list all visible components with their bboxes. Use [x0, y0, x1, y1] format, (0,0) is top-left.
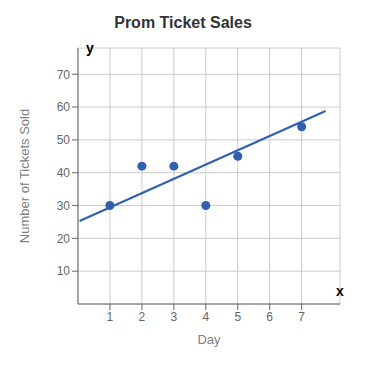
svg-text:4: 4 — [202, 310, 209, 324]
svg-text:70: 70 — [57, 68, 71, 82]
svg-text:x: x — [336, 283, 344, 299]
svg-text:2: 2 — [139, 310, 146, 324]
svg-text:5: 5 — [234, 310, 241, 324]
svg-text:40: 40 — [57, 166, 71, 180]
svg-text:Day: Day — [197, 332, 221, 347]
html-text:Prom Ticket Sales: Prom Ticket Sales — [114, 14, 252, 31]
svg-text:50: 50 — [57, 133, 71, 147]
svg-text:60: 60 — [57, 100, 71, 114]
svg-text:30: 30 — [57, 199, 71, 213]
svg-text:7: 7 — [298, 310, 305, 324]
svg-text:6: 6 — [266, 310, 273, 324]
svg-text:20: 20 — [57, 232, 71, 246]
svg-text:Number of Tickets Sold: Number of Tickets Sold — [17, 109, 32, 243]
svg-text:3: 3 — [171, 310, 178, 324]
svg-text:y: y — [86, 40, 94, 56]
svg-text:1: 1 — [107, 310, 114, 324]
svg-text:10: 10 — [57, 264, 71, 278]
